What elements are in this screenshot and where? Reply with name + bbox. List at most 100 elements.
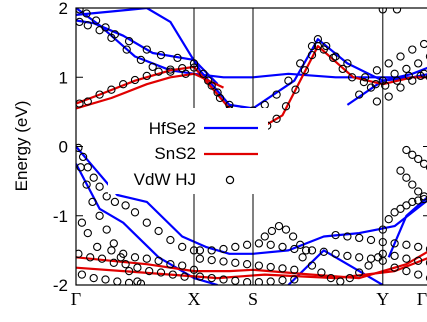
vdw-hj-point — [178, 261, 187, 270]
vdw-hj-point — [359, 77, 369, 87]
vdw-hj-point — [402, 173, 411, 182]
vdw-hj-point — [136, 279, 146, 285]
vdw-hj-point — [83, 228, 92, 238]
legend-swatch-vdw-hj — [225, 175, 235, 185]
vdw-hj-point — [119, 80, 128, 89]
vdw-hj-point — [254, 261, 264, 270]
vdw-hj-point — [414, 59, 423, 68]
vdw-hj-point — [219, 257, 228, 266]
vdw-hj-point — [372, 97, 382, 106]
vdw-hj-point — [122, 45, 131, 54]
legend-label-sns2: SnS2 — [154, 144, 196, 163]
vdw-hj-point — [313, 35, 323, 44]
vdw-hj-point — [107, 85, 116, 94]
vdw-hj-point — [154, 256, 163, 265]
vdw-hj-point — [290, 244, 299, 254]
vdw-hj-point — [288, 232, 298, 241]
vdw-hj-point — [402, 145, 411, 155]
vdw-hj-point — [390, 239, 399, 248]
vdw-hj-point — [142, 71, 151, 81]
vdw-hj-point — [425, 259, 427, 266]
y-tick-label: -1 — [53, 207, 68, 226]
vdw-hj-point — [130, 253, 140, 262]
vdw-hj-point — [414, 270, 423, 279]
vdw-hj-point — [343, 251, 352, 261]
vdw-hj-point — [242, 278, 252, 285]
vdw-hj-point — [414, 256, 423, 265]
vdw-hj-point — [396, 166, 405, 175]
vdw-hj-point — [402, 240, 411, 249]
vdw-hj-point — [414, 187, 423, 196]
vdw-hj-point — [102, 225, 111, 234]
vdw-hj-point — [347, 73, 357, 82]
vdw-hj-point — [402, 266, 411, 276]
vdw-hj-point — [254, 278, 264, 285]
vdw-hj-point — [204, 76, 213, 85]
vdw-hj-point — [419, 159, 427, 168]
vdw-hj-point — [408, 197, 417, 207]
vdw-hj-point — [300, 66, 310, 75]
vdw-hj-point — [109, 258, 118, 267]
vdw-hj-point — [195, 254, 205, 263]
vdw-hj-point — [124, 266, 134, 276]
vdw-hj-point — [124, 37, 134, 46]
y-tick-label: 2 — [59, 0, 68, 18]
vdw-hj-point — [326, 273, 336, 283]
vdw-hj-point — [242, 260, 252, 269]
y-tick-label: -2 — [53, 276, 68, 295]
vdw-hj-point — [145, 266, 154, 276]
band-line-sns2 — [76, 72, 224, 110]
vdw-hj-point — [381, 81, 390, 90]
vdw-hj-point — [414, 196, 423, 205]
vdw-hj-point — [95, 26, 104, 35]
vdw-hj-point — [319, 247, 328, 256]
vdw-hj-point — [272, 114, 281, 123]
vdw-hj-point — [93, 242, 102, 252]
vdw-hj-point — [95, 211, 104, 220]
vdw-hj-point — [272, 90, 281, 99]
vdw-hj-point — [76, 143, 83, 153]
vdw-hj-point — [178, 64, 187, 73]
vdw-hj-point — [89, 273, 98, 283]
vdw-hj-point — [266, 277, 275, 285]
vdw-hj-point — [366, 235, 376, 245]
vdw-hj-point — [290, 265, 299, 274]
vdw-hj-point — [278, 242, 287, 252]
y-tick-label: 1 — [59, 68, 68, 87]
vdw-hj-point — [360, 73, 370, 82]
vdw-hj-point — [281, 225, 291, 234]
vdw-hj-point — [180, 272, 189, 281]
vdw-hj-point — [278, 276, 287, 285]
vdw-hj-point — [396, 52, 405, 61]
vdw-hj-point — [291, 85, 300, 94]
vdw-hj-point — [343, 59, 352, 68]
vdw-hj-point — [82, 9, 91, 18]
vdw-hj-point — [298, 253, 307, 262]
vdw-hj-point — [166, 235, 175, 245]
vdw-hj-point — [278, 264, 287, 273]
vdw-hj-point — [156, 268, 166, 277]
vdw-hj-point — [408, 76, 417, 85]
vdw-hj-point — [331, 52, 340, 61]
band-line-sns2 — [76, 257, 427, 280]
band-line-hfse2 — [76, 8, 427, 79]
vdw-hj-point — [392, 8, 402, 14]
vdw-hj-point — [284, 76, 293, 85]
vdw-hj-point — [408, 45, 417, 54]
vdw-hj-point — [408, 150, 417, 159]
vdw-hj-point — [419, 194, 427, 204]
vdw-hj-point — [390, 251, 399, 261]
vdw-hj-point — [307, 41, 317, 51]
vdw-hj-point — [121, 201, 130, 210]
vdw-hj-point — [355, 233, 364, 243]
vdw-hj-point — [267, 226, 277, 236]
vdw-hj-point — [195, 246, 205, 255]
vdw-hj-point — [168, 270, 177, 279]
vdw-hj-point — [89, 173, 98, 182]
vdw-hj-point — [425, 164, 427, 171]
vdw-hj-point — [384, 215, 393, 224]
vdw-hj-point — [231, 242, 240, 252]
vdw-hj-point — [366, 254, 376, 263]
vdw-hj-point — [396, 83, 405, 92]
